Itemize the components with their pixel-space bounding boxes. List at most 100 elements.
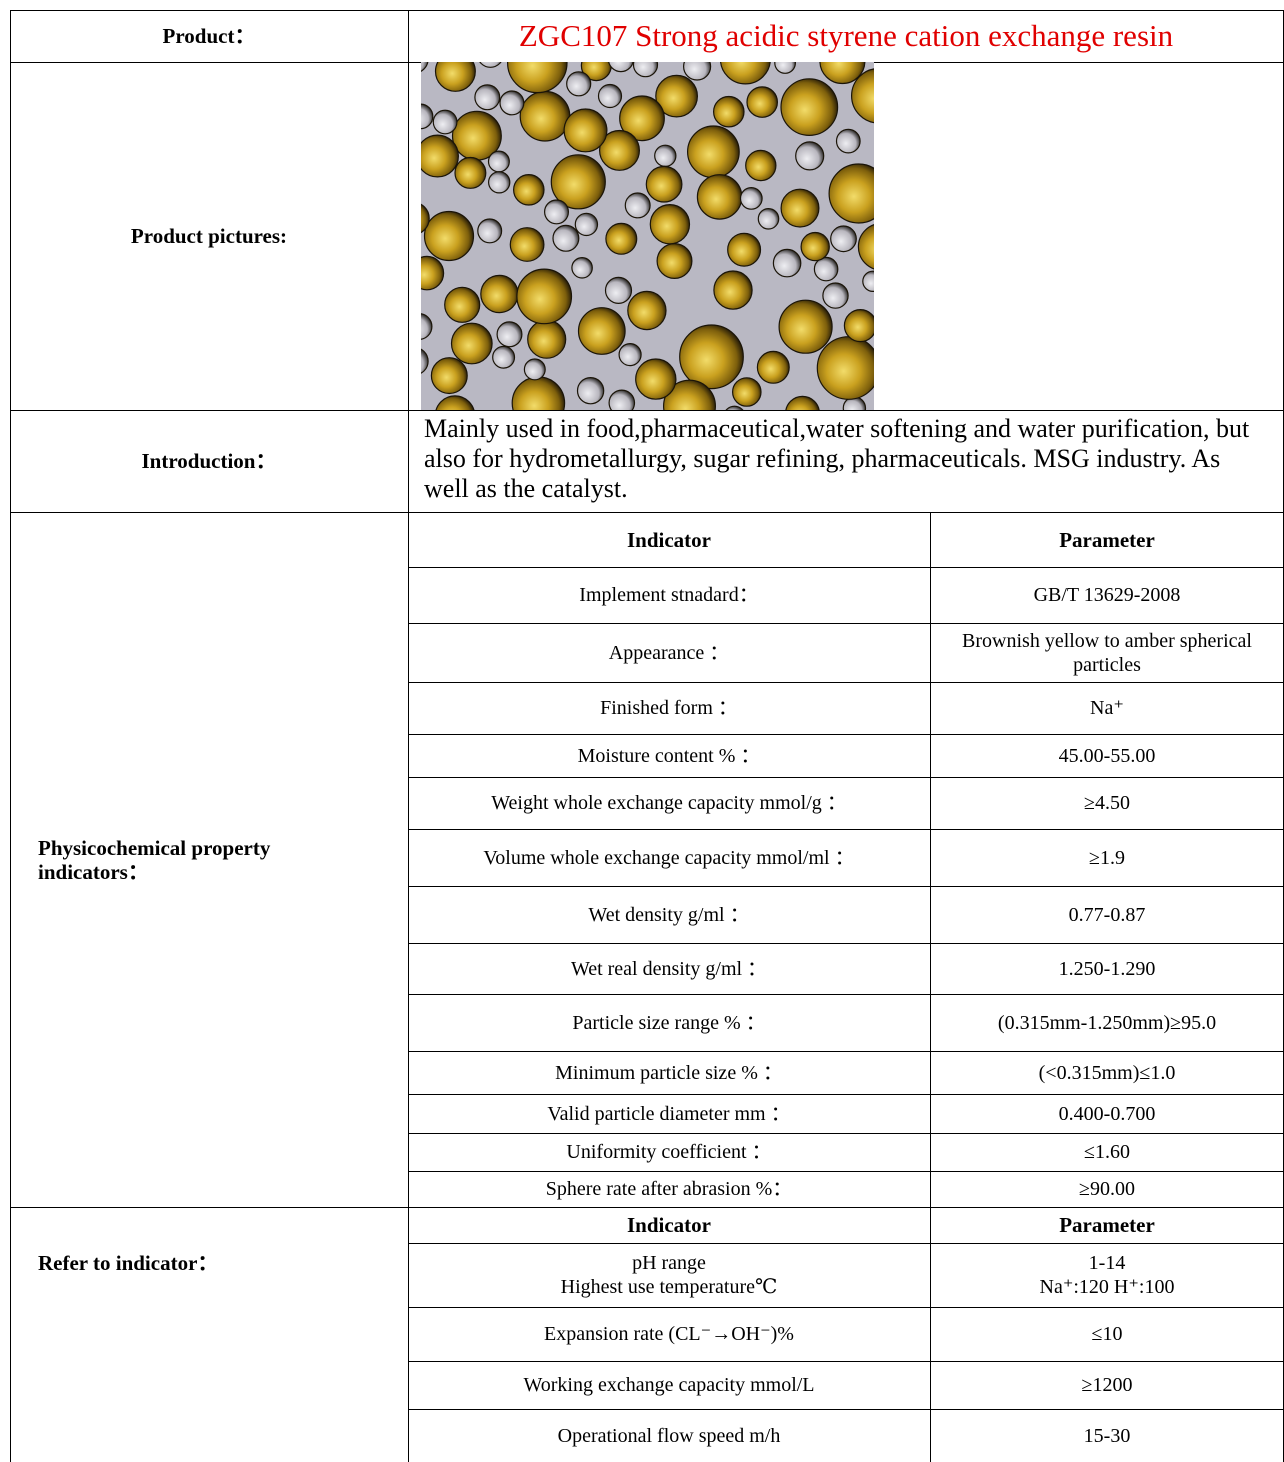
product-title: ZGC107 Strong acidic styrene cation exch… — [518, 18, 1174, 53]
physico-row-parameter: 1.250-1.290 — [1058, 957, 1156, 980]
resin-bead — [780, 78, 839, 136]
resin-bead — [772, 248, 802, 278]
physico-row-parameter: (<0.315mm)≤1.0 — [1038, 1061, 1176, 1084]
resin-bead — [679, 324, 744, 390]
resin-bead — [731, 377, 762, 407]
refer-row-indicator: Working exchange capacity mmol/L — [523, 1374, 815, 1396]
resin-bead — [507, 62, 568, 94]
resin-bead — [746, 86, 778, 118]
resin-bead — [421, 103, 434, 130]
resin-bead — [563, 108, 608, 153]
physico-row-parameter: Na⁺ — [1090, 697, 1124, 719]
resin-bead — [477, 218, 503, 244]
resin-bead — [813, 256, 839, 282]
physico-row-indicator: Finished form ： — [600, 697, 738, 719]
resin-bead — [527, 319, 567, 359]
resin-bead — [421, 313, 433, 340]
resin-bead — [663, 379, 716, 410]
resin-bead — [696, 174, 743, 220]
physico-row-parameter: 0.400-0.700 — [1058, 1102, 1156, 1125]
physico-header-parameter: Parameter — [1059, 527, 1155, 552]
refer-header-parameter: Parameter — [1059, 1213, 1155, 1237]
resin-bead — [479, 62, 502, 68]
resin-bead — [645, 165, 683, 203]
resin-bead — [516, 268, 573, 325]
resin-bead — [627, 290, 667, 331]
physico-row-indicator: Minimum particle size % ： — [555, 1061, 783, 1084]
resin-bead — [756, 350, 790, 384]
resin-bead — [830, 225, 857, 253]
resin-bead — [619, 95, 665, 142]
resin-bead — [608, 389, 636, 410]
resin-bead — [778, 299, 833, 354]
resin-bead — [745, 149, 777, 182]
resin-bead — [822, 282, 849, 309]
resin-bead — [843, 309, 874, 343]
resin-beads-photo — [421, 62, 874, 410]
resin-bead — [727, 232, 762, 267]
resin-bead — [519, 90, 571, 142]
resin-bead — [725, 405, 744, 410]
resin-bead — [632, 62, 659, 78]
resin-bead — [513, 174, 545, 206]
physico-row-indicator: Moisture content % ： — [577, 744, 761, 767]
resin-bead — [719, 62, 771, 85]
physico-row-indicator: Particle size range % ： — [572, 1011, 766, 1034]
resin-bead — [474, 84, 501, 111]
physico-row-indicator: Wet density g/ml ： — [588, 903, 750, 926]
resin-bead — [739, 186, 763, 210]
resin-bead — [851, 68, 874, 124]
resin-bead — [656, 243, 693, 280]
resin-bead — [599, 129, 641, 171]
resin-bead — [654, 144, 677, 168]
resin-bead — [835, 128, 861, 154]
refer-row-indicator: Expansion rate (CL⁻→OH⁻)% — [544, 1323, 794, 1345]
resin-bead — [571, 257, 593, 279]
resin-bead — [432, 109, 458, 135]
resin-bead — [713, 270, 753, 310]
resin-bead — [683, 62, 712, 81]
physicochemical-label: Physicochemical property indicators： — [10, 512, 408, 1207]
physico-row-indicator: Weight whole exchange capacity mmol/g ： — [491, 792, 847, 814]
resin-bead — [496, 321, 523, 348]
resin-bead — [576, 377, 605, 405]
physico-row-indicator: Wet real density g/ml ： — [570, 957, 768, 980]
physico-header-indicator: Indicator — [627, 527, 711, 552]
resin-bead — [574, 212, 599, 237]
resin-bead — [795, 141, 825, 171]
resin-bead — [444, 286, 481, 323]
refer-label: Refer to indicator： — [38, 1251, 219, 1275]
resin-bead — [552, 224, 580, 252]
resin-bead — [857, 224, 874, 270]
physico-row-indicator: Valid particle diameter mm ： — [547, 1102, 791, 1125]
resin-bead — [430, 357, 468, 395]
resin-bead — [435, 395, 475, 410]
resin-bead — [757, 208, 780, 230]
physico-row-parameter: ≤1.60 — [1084, 1141, 1130, 1163]
resin-bead — [780, 188, 820, 228]
physico-row-indicator: Appearance ： — [608, 641, 730, 664]
resin-bead — [550, 154, 606, 210]
resin-bead — [450, 322, 493, 365]
product-pictures-label: Product pictures: — [130, 224, 288, 248]
physico-row-indicator: Sphere rate after abrasion %： — [545, 1178, 793, 1200]
resin-bead — [487, 150, 510, 173]
resin-beads-image — [421, 62, 874, 410]
physico-row-parameter: GB/T 13629-2008 — [1033, 584, 1181, 606]
resin-bead — [687, 125, 740, 179]
resin-bead — [712, 95, 745, 128]
resin-bead — [421, 62, 429, 72]
physico-row-parameter: 45.00-55.00 — [1058, 744, 1156, 767]
refer-row-parameter: ≥1200 — [1081, 1374, 1133, 1396]
introduction-text: Mainly used in food,pharmaceutical,water… — [424, 414, 1250, 503]
refer-header-indicator: Indicator — [627, 1213, 711, 1237]
resin-bead — [566, 71, 592, 97]
introduction-label: Introduction： — [141, 449, 277, 473]
resin-bead — [421, 203, 430, 234]
resin-bead — [618, 343, 642, 367]
refer-row-parameter: ≤10 — [1091, 1323, 1123, 1345]
resin-bead — [649, 203, 691, 245]
physico-row-parameter: Brownish yellow to amber spherical parti… — [962, 629, 1252, 676]
resin-bead — [509, 227, 545, 262]
physico-row-parameter: 0.77-0.87 — [1068, 903, 1146, 926]
